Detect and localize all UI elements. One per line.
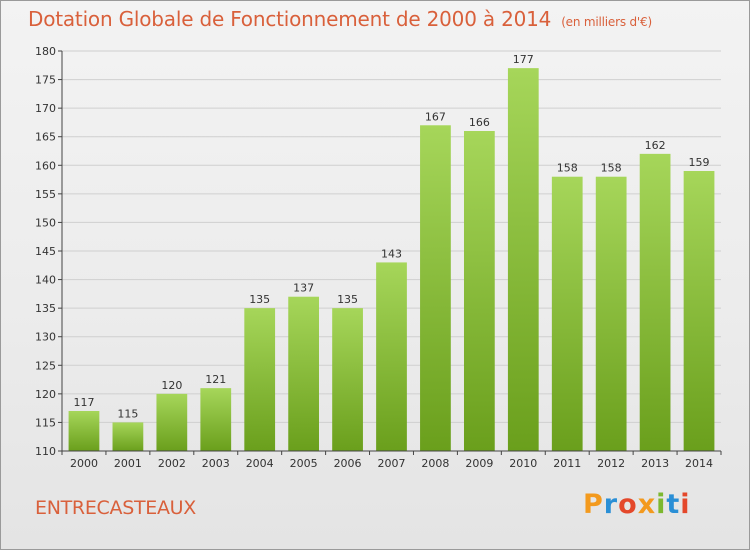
- bar-value-label: 158: [601, 162, 622, 175]
- x-tick-label: 2011: [553, 457, 581, 470]
- x-tick-label: 2009: [465, 457, 493, 470]
- y-tick-label: 140: [35, 274, 56, 287]
- bar-value-label: 167: [425, 110, 446, 123]
- bar-value-label: 166: [469, 116, 490, 129]
- x-tick-label: 2005: [290, 457, 318, 470]
- bar: [639, 153, 671, 451]
- bar-value-label: 143: [381, 247, 402, 260]
- chart-title: Dotation Globale de Fonctionnement de 20…: [28, 7, 652, 31]
- bar: [332, 308, 363, 451]
- y-tick-label: 170: [35, 102, 56, 115]
- logo-letter: i: [656, 489, 667, 520]
- y-tick-label: 180: [35, 45, 56, 58]
- logo-letter: t: [666, 489, 681, 520]
- x-tick-label: 2008: [421, 457, 449, 470]
- x-tick-label: 2003: [202, 457, 230, 470]
- bar: [507, 68, 539, 452]
- bar-value-label: 159: [689, 156, 710, 169]
- logo-letter: o: [618, 489, 638, 520]
- bar: [244, 308, 276, 451]
- x-tick-label: 2012: [597, 457, 625, 470]
- bar: [156, 393, 188, 451]
- bar: [200, 388, 232, 451]
- bar-value-label: 135: [249, 293, 270, 306]
- bar: [112, 422, 144, 451]
- bar-value-label: 115: [117, 407, 138, 420]
- bar-value-label: 135: [337, 293, 358, 306]
- bar-value-label: 117: [73, 396, 94, 409]
- bar-value-label: 158: [557, 162, 578, 175]
- x-tick-label: 2002: [158, 457, 186, 470]
- x-tick-label: 2006: [334, 457, 362, 470]
- y-tick-label: 175: [35, 74, 56, 87]
- y-tick-label: 165: [35, 131, 56, 144]
- x-tick-label: 2013: [641, 457, 669, 470]
- bar: [420, 125, 451, 452]
- y-tick-label: 125: [35, 359, 56, 372]
- y-tick-label: 130: [35, 331, 56, 344]
- bar-value-label: 177: [513, 53, 534, 66]
- bar-value-label: 121: [205, 373, 226, 386]
- bar: [463, 131, 495, 451]
- commune-name: ENTRECASTEAUX: [35, 497, 196, 519]
- bar: [551, 176, 583, 451]
- y-tick-label: 145: [35, 245, 56, 258]
- chart-title-text: Dotation Globale de Fonctionnement de 20…: [28, 7, 552, 31]
- y-tick-label: 110: [35, 445, 56, 458]
- logo-letter: i: [680, 489, 691, 520]
- x-tick-label: 2007: [378, 457, 406, 470]
- bar-value-label: 162: [645, 139, 666, 152]
- y-tick-label: 115: [35, 416, 56, 429]
- x-tick-label: 2000: [70, 457, 98, 470]
- x-tick-label: 2014: [685, 457, 713, 470]
- logo-letter: r: [603, 489, 619, 520]
- x-tick-label: 2010: [509, 457, 537, 470]
- chart-unit: (en milliers d'€): [561, 15, 652, 29]
- bar-value-label: 120: [161, 379, 182, 392]
- proxiti-logo[interactable]: Proxiti: [583, 489, 691, 520]
- bar: [376, 262, 407, 451]
- y-tick-label: 135: [35, 302, 56, 315]
- bar: [683, 171, 715, 451]
- y-tick-label: 155: [35, 188, 56, 201]
- logo-letter: x: [637, 489, 657, 520]
- bar: [595, 176, 627, 451]
- y-tick-label: 160: [35, 159, 56, 172]
- x-tick-label: 2001: [114, 457, 142, 470]
- logo-letter: P: [583, 489, 604, 520]
- bar-value-label: 137: [293, 282, 314, 295]
- y-tick-label: 150: [35, 216, 56, 229]
- y-tick-label: 120: [35, 388, 56, 401]
- bar: [68, 411, 100, 451]
- x-tick-label: 2004: [246, 457, 274, 470]
- bar: [288, 296, 320, 451]
